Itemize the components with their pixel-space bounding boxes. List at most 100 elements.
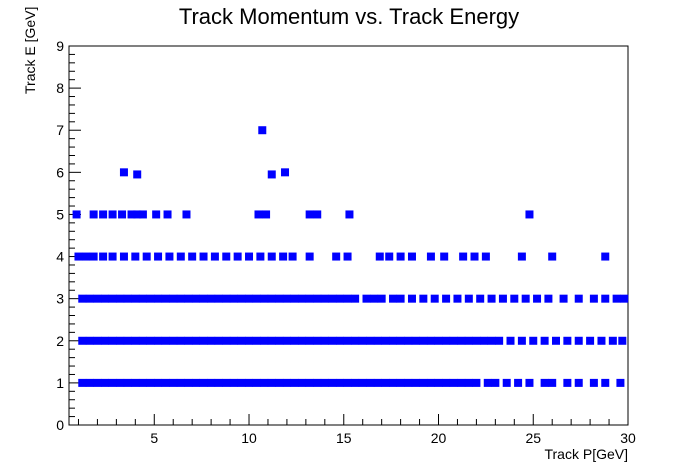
y-tick-label: 4 [56, 249, 64, 265]
data-point [426, 336, 435, 345]
data-point [93, 336, 102, 345]
data-point [479, 336, 488, 345]
data-point [282, 294, 291, 303]
data-point [165, 252, 174, 261]
data-point [396, 252, 405, 261]
data-point [101, 294, 110, 303]
data-point [612, 294, 621, 303]
data-point [282, 336, 291, 345]
data-point [464, 294, 473, 303]
data-point [305, 252, 314, 261]
data-point [574, 336, 583, 345]
data-point [108, 336, 117, 345]
data-point [146, 294, 155, 303]
data-point [434, 336, 443, 345]
data-point [127, 210, 136, 219]
data-point [176, 336, 185, 345]
data-point [457, 336, 466, 345]
data-point [529, 336, 538, 345]
data-point [99, 210, 108, 219]
data-point [411, 378, 420, 387]
data-point [252, 378, 261, 387]
data-point [275, 336, 284, 345]
data-point [93, 294, 102, 303]
data-point [260, 336, 269, 345]
data-point [214, 378, 223, 387]
x-tick-label: 10 [241, 430, 257, 446]
data-point [108, 210, 117, 219]
data-point [396, 378, 405, 387]
data-point [362, 294, 371, 303]
data-point [385, 252, 394, 261]
data-point [470, 252, 479, 261]
data-point [78, 294, 87, 303]
data-point [298, 378, 307, 387]
data-point [389, 294, 398, 303]
x-tick-label: 30 [620, 430, 636, 446]
data-point [131, 336, 140, 345]
data-point [589, 294, 598, 303]
data-point [118, 210, 127, 219]
data-point [396, 336, 405, 345]
y-tick-label: 6 [56, 164, 64, 180]
data-point [366, 336, 375, 345]
data-point [601, 252, 610, 261]
data-point [184, 378, 193, 387]
data-point [426, 252, 435, 261]
data-point [123, 294, 132, 303]
data-point [176, 294, 185, 303]
data-point [313, 294, 322, 303]
data-point [381, 378, 390, 387]
data-point [335, 336, 344, 345]
data-point [222, 252, 231, 261]
data-point [345, 210, 354, 219]
data-point [464, 378, 473, 387]
data-point [343, 378, 352, 387]
y-tick-label: 1 [56, 375, 64, 391]
data-points [72, 126, 629, 387]
y-tick-label: 8 [56, 80, 64, 96]
data-point [254, 210, 263, 219]
data-point [375, 252, 384, 261]
data-point [449, 378, 458, 387]
data-point [404, 336, 413, 345]
data-point [343, 294, 352, 303]
data-point [74, 252, 83, 261]
data-point [343, 252, 352, 261]
data-point [389, 378, 398, 387]
data-point [233, 252, 242, 261]
data-point [320, 378, 329, 387]
data-point [101, 378, 110, 387]
data-point [459, 252, 468, 261]
data-point [389, 336, 398, 345]
data-point [119, 252, 128, 261]
x-axis-ticks: 5 10 15 20 25 30 [77, 414, 636, 446]
data-point [258, 126, 267, 135]
data-point [411, 336, 420, 345]
data-point [281, 168, 290, 177]
data-point [116, 336, 125, 345]
data-point [305, 378, 314, 387]
data-point [138, 210, 147, 219]
data-point [214, 336, 223, 345]
data-point [358, 336, 367, 345]
data-point [313, 210, 322, 219]
data-point [245, 294, 254, 303]
data-point [288, 252, 297, 261]
data-point [618, 336, 627, 345]
data-point [442, 378, 451, 387]
data-point [290, 378, 299, 387]
data-point [237, 378, 246, 387]
data-point [199, 252, 208, 261]
data-point [199, 336, 208, 345]
data-point [404, 378, 413, 387]
data-point [601, 294, 610, 303]
y-tick-label: 2 [56, 333, 64, 349]
data-point [472, 378, 481, 387]
data-point [207, 378, 216, 387]
data-point [442, 336, 451, 345]
data-point [131, 252, 140, 261]
data-point [108, 378, 117, 387]
data-point [313, 378, 322, 387]
data-point [210, 252, 219, 261]
